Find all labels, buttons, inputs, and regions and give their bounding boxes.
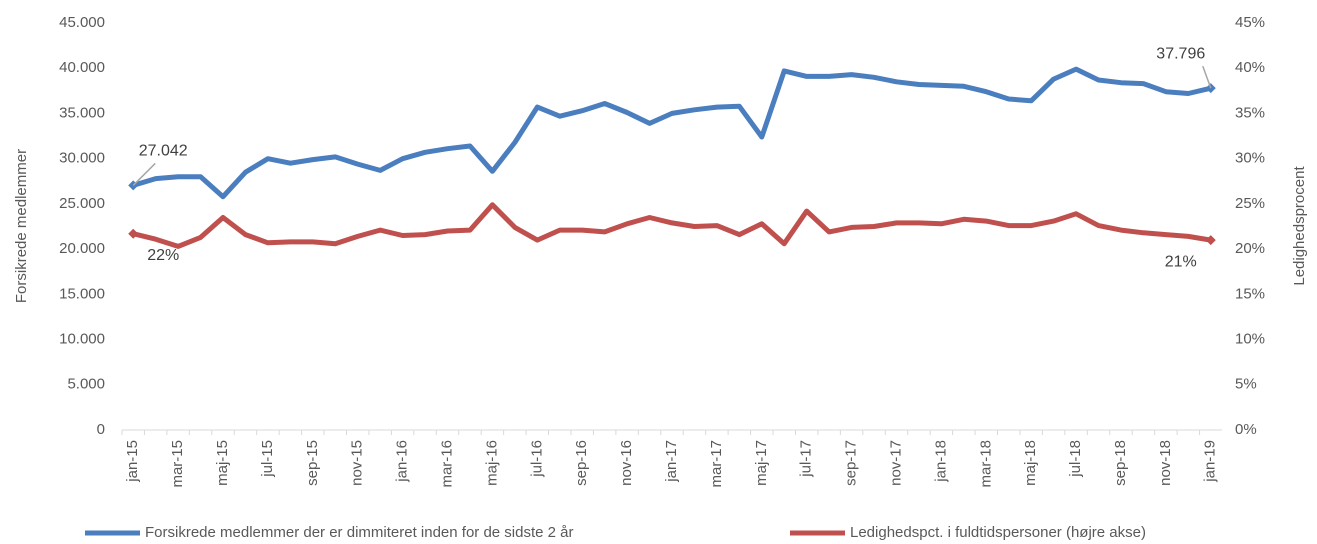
x-tick-label: jan-17 — [663, 440, 680, 483]
data-label: 27.042 — [139, 143, 188, 160]
y2-tick-label: 40% — [1235, 59, 1265, 76]
x-tick-label: sep-17 — [843, 440, 860, 486]
y2-tick-label: 10% — [1235, 331, 1265, 348]
y2-tick-label: 15% — [1235, 285, 1265, 302]
y2-tick-label: 35% — [1235, 104, 1265, 121]
legend-label: Forsikrede medlemmer der er dimmiteret i… — [145, 524, 574, 541]
data-label: 37.796 — [1156, 45, 1205, 62]
point-marker — [1205, 235, 1216, 246]
y-tick-label: 45.000 — [59, 14, 105, 31]
leader-line — [1202, 65, 1212, 89]
x-tick-label: sep-15 — [304, 440, 321, 486]
point-marker — [128, 228, 139, 239]
y-tick-label: 20.000 — [59, 240, 105, 257]
series-line — [132, 202, 1212, 249]
x-tick-label: nov-17 — [887, 440, 904, 486]
legend-label: Ledighedspct. i fuldtidspersoner (højre … — [850, 524, 1146, 541]
x-tick-label: sep-16 — [573, 440, 590, 486]
x-tick-label: mar-18 — [977, 440, 994, 488]
y-tick-label: 40.000 — [59, 59, 105, 76]
x-tick-label: nov-16 — [618, 440, 635, 486]
x-tick-label: maj-18 — [1022, 440, 1039, 486]
x-tick-label: sep-18 — [1112, 440, 1129, 486]
data-label: 22% — [147, 247, 179, 264]
series-line — [132, 66, 1212, 200]
x-tick-label: jan-16 — [394, 440, 411, 483]
y2-tick-label: 5% — [1235, 376, 1257, 393]
x-tick-label: nov-18 — [1157, 440, 1174, 486]
y2-tick-label: 20% — [1235, 240, 1265, 257]
y-tick-label: 35.000 — [59, 104, 105, 121]
x-tick-label: jul-18 — [1067, 440, 1084, 478]
y2-tick-label: 25% — [1235, 195, 1265, 212]
y-tick-label: 25.000 — [59, 195, 105, 212]
y-tick-label: 15.000 — [59, 285, 105, 302]
y-axis-title: Forsikrede medlemmer — [13, 149, 30, 303]
x-tick-label: jan-19 — [1202, 440, 1219, 483]
x-tick-label: maj-17 — [753, 440, 770, 486]
x-tick-label: jul-15 — [259, 440, 276, 478]
y-tick-label: 10.000 — [59, 331, 105, 348]
x-tick-label: jan-15 — [124, 440, 141, 483]
y-tick-label: 0 — [97, 421, 105, 438]
y2-tick-label: 0% — [1235, 421, 1257, 438]
y-tick-label: 30.000 — [59, 150, 105, 167]
x-tick-label: nov-15 — [349, 440, 366, 486]
x-tick-label: maj-15 — [214, 440, 231, 486]
x-tick-label: jan-18 — [932, 440, 949, 483]
y2-tick-label: 30% — [1235, 150, 1265, 167]
x-tick-label: jul-16 — [528, 440, 545, 478]
y2-tick-label: 45% — [1235, 14, 1265, 31]
x-tick-label: maj-16 — [483, 440, 500, 486]
y-tick-label: 5.000 — [67, 376, 105, 393]
x-tick-label: mar-16 — [438, 440, 455, 488]
x-tick-label: mar-17 — [708, 440, 725, 488]
x-tick-label: jul-17 — [798, 440, 815, 478]
leader-line — [132, 162, 156, 186]
y2-axis-title: Ledighedsprocent — [1291, 166, 1308, 286]
x-tick-label: mar-15 — [169, 440, 186, 488]
data-label: 21% — [1165, 253, 1197, 270]
